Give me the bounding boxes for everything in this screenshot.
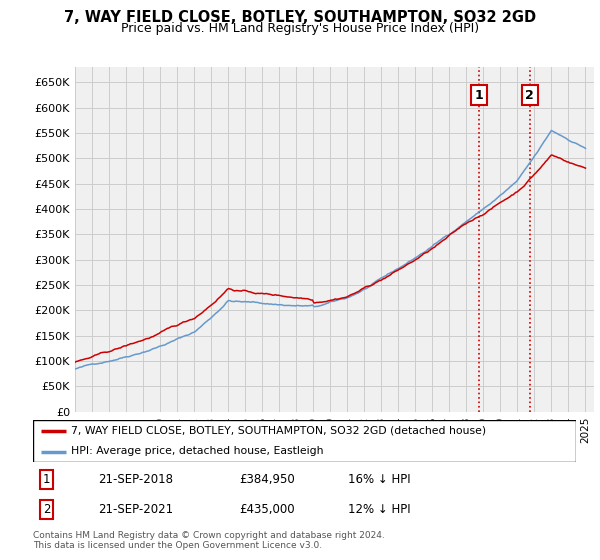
Text: HPI: Average price, detached house, Eastleigh: HPI: Average price, detached house, East… — [71, 446, 323, 456]
Text: 16% ↓ HPI: 16% ↓ HPI — [348, 473, 410, 486]
Text: £435,000: £435,000 — [239, 503, 295, 516]
Text: 7, WAY FIELD CLOSE, BOTLEY, SOUTHAMPTON, SO32 2GD (detached house): 7, WAY FIELD CLOSE, BOTLEY, SOUTHAMPTON,… — [71, 426, 486, 436]
Text: Price paid vs. HM Land Registry's House Price Index (HPI): Price paid vs. HM Land Registry's House … — [121, 22, 479, 35]
Text: Contains HM Land Registry data © Crown copyright and database right 2024.
This d: Contains HM Land Registry data © Crown c… — [33, 531, 385, 550]
Text: 1: 1 — [43, 473, 50, 486]
Text: 1: 1 — [474, 88, 483, 101]
Text: 21-SEP-2021: 21-SEP-2021 — [98, 503, 173, 516]
FancyBboxPatch shape — [33, 420, 576, 462]
Text: 12% ↓ HPI: 12% ↓ HPI — [348, 503, 410, 516]
Text: £384,950: £384,950 — [239, 473, 295, 486]
Text: 2: 2 — [526, 88, 534, 101]
Text: 21-SEP-2018: 21-SEP-2018 — [98, 473, 173, 486]
Text: 2: 2 — [43, 503, 50, 516]
Text: 7, WAY FIELD CLOSE, BOTLEY, SOUTHAMPTON, SO32 2GD: 7, WAY FIELD CLOSE, BOTLEY, SOUTHAMPTON,… — [64, 10, 536, 25]
